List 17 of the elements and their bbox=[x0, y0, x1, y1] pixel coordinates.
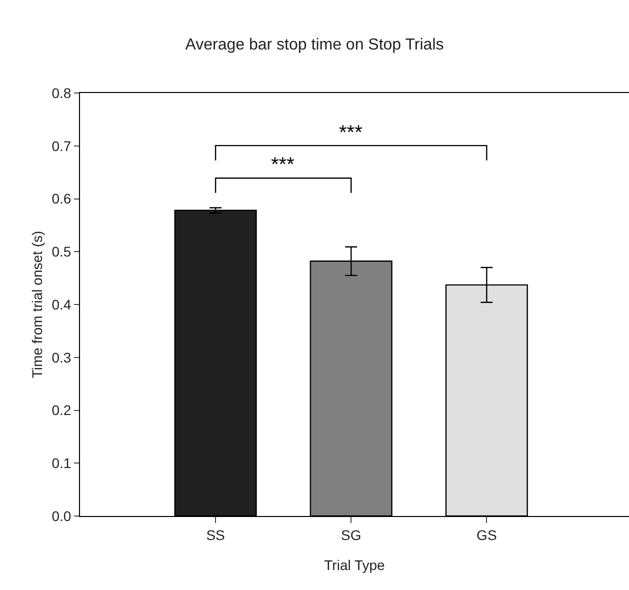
y-tick-label: 0.1 bbox=[52, 455, 72, 472]
y-tick-label: 0.5 bbox=[52, 244, 72, 260]
y-tick-label: 0.8 bbox=[52, 84, 72, 101]
annotation: *** bbox=[271, 154, 295, 176]
y-tick-label: 0.4 bbox=[52, 296, 72, 312]
y-tick-label: 0.7 bbox=[52, 138, 72, 154]
x-tick-label: GS bbox=[476, 526, 497, 543]
y-axis-title: Time from trial onset (s) bbox=[29, 230, 45, 378]
chart-title: Average bar stop time on Stop Trials bbox=[185, 36, 444, 54]
x-axis-title: Trial Type bbox=[324, 557, 386, 574]
x-tick-label: SS bbox=[206, 526, 225, 543]
y-tick-label: 0.2 bbox=[52, 402, 72, 418]
annotation: *** bbox=[339, 122, 363, 144]
y-tick-label: 0.3 bbox=[52, 349, 72, 366]
x-tick-label: SG bbox=[340, 526, 362, 543]
y-tick-label: 0.0 bbox=[52, 508, 72, 524]
y-tick-label: 0.6 bbox=[52, 190, 72, 207]
